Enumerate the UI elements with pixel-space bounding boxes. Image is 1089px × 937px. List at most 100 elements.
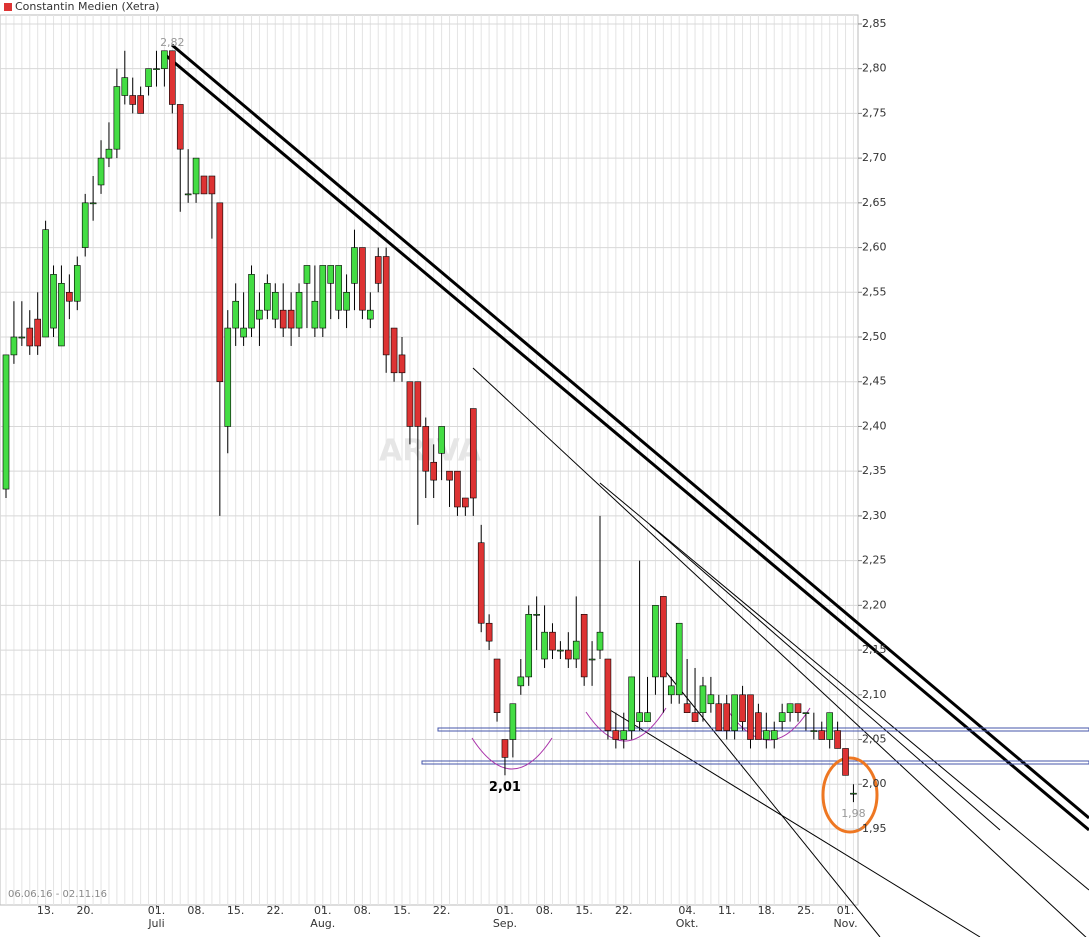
candle-body: [794, 703, 802, 713]
y-tick-label: 2,70: [862, 151, 887, 164]
y-tick-label: 2,75: [862, 106, 887, 119]
candle-body: [359, 247, 366, 311]
candle-body: [699, 685, 707, 713]
candle-body: [763, 730, 770, 740]
candle-body: [264, 283, 271, 311]
candle-body: [462, 497, 469, 508]
month-label: Okt.: [676, 917, 699, 930]
candle-body: [256, 309, 263, 320]
candle-body: [628, 676, 635, 731]
candle-body: [398, 354, 406, 374]
candle-body: [34, 318, 41, 347]
candle-body: [351, 247, 358, 284]
candle-body: [446, 470, 453, 481]
candle-body: [572, 640, 580, 660]
candle-body: [58, 283, 65, 347]
candle-body: [430, 461, 437, 481]
candle-body: [786, 703, 794, 713]
candle-body: [667, 685, 675, 696]
candle-body: [105, 148, 113, 159]
legend-swatch: [4, 3, 12, 11]
candle-body: [303, 265, 311, 284]
trend-line: [171, 43, 1089, 820]
candle-body: [755, 712, 762, 740]
candle-body: [810, 730, 818, 732]
candle-body: [208, 175, 216, 195]
candle-body: [517, 676, 525, 687]
annotation: 2,82: [160, 36, 185, 49]
candle-body: [485, 622, 493, 642]
candle-body: [778, 712, 786, 722]
arc: [585, 707, 667, 742]
y-tick-label: 2,80: [862, 62, 887, 75]
candle-body: [739, 694, 746, 722]
candle-body: [557, 649, 564, 652]
candle-body: [541, 631, 548, 660]
y-tick-label: 2,60: [862, 241, 887, 254]
candle-body: [731, 694, 738, 731]
candle-body: [382, 256, 390, 356]
candle-body: [715, 703, 723, 731]
x-tick-label: 13.: [37, 904, 55, 917]
y-tick-label: 2,30: [862, 509, 887, 522]
y-tick-label: 2,50: [862, 330, 887, 343]
month-label: Sep.: [493, 917, 517, 930]
candle-body: [374, 256, 382, 284]
candle-body: [248, 274, 255, 329]
x-tick-label: 22.: [615, 904, 633, 917]
x-tick-label: 15.: [393, 904, 411, 917]
candle-body: [390, 327, 398, 374]
candle-body: [73, 265, 81, 302]
candle-body: [137, 95, 144, 114]
x-tick-label: 08.: [354, 904, 372, 917]
candle-body: [644, 712, 651, 722]
candle-body: [604, 658, 612, 731]
x-tick-label: 22.: [433, 904, 451, 917]
month-label: Aug.: [310, 917, 335, 930]
candle-body: [169, 50, 176, 105]
channel-line: [609, 709, 981, 937]
y-tick-label: 2,05: [862, 733, 887, 746]
candle-body: [81, 202, 89, 248]
arc: [471, 737, 553, 770]
candle-body: [10, 336, 18, 356]
x-tick-label: 08.: [187, 904, 205, 917]
candle-body: [596, 631, 604, 651]
candle-body: [549, 631, 556, 651]
candle-body: [826, 712, 833, 740]
candle-body: [216, 202, 224, 383]
y-tick-label: 1,95: [862, 822, 887, 835]
x-tick-label: 01.: [837, 904, 855, 917]
candle-body: [200, 175, 208, 195]
candle-body: [335, 265, 342, 311]
candle-body: [113, 86, 121, 150]
candle-body: [121, 77, 129, 96]
candle-body: [818, 730, 826, 740]
candle-body: [422, 426, 430, 472]
candle-body: [477, 542, 485, 624]
candle-body: [620, 730, 628, 740]
candle-body: [525, 613, 533, 678]
y-tick-label: 2,20: [862, 598, 887, 611]
y-tick-label: 2,35: [862, 464, 887, 477]
candle-body: [50, 274, 57, 329]
x-tick-label: 15.: [227, 904, 245, 917]
candle-body: [42, 229, 49, 338]
date-range: 06.06.16 - 02.11.16: [8, 889, 107, 900]
candle-body: [580, 613, 588, 678]
annotation: 2,01: [489, 780, 521, 795]
candle-body: [26, 327, 34, 347]
candle-body: [707, 694, 715, 705]
candle-body: [66, 291, 73, 302]
candle-body: [723, 703, 731, 731]
y-tick-label: 2,45: [862, 375, 887, 388]
channel-line: [599, 482, 1089, 891]
candle-body: [18, 336, 26, 339]
candle-body: [438, 426, 445, 454]
y-tick-label: 2,85: [862, 17, 887, 30]
candle-body: [850, 792, 857, 795]
grid: [0, 15, 858, 905]
candle-body: [2, 354, 10, 490]
candle-body: [533, 613, 540, 616]
